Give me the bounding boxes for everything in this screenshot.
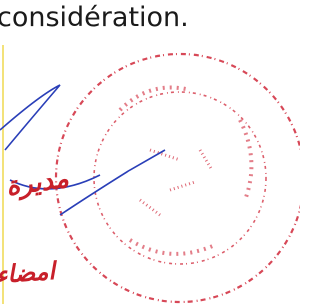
closing-text: considération. [0, 2, 189, 33]
handwritten-signature-label: امضاء [0, 256, 56, 289]
document-page: considération. مديرة امضاء [0, 0, 300, 304]
